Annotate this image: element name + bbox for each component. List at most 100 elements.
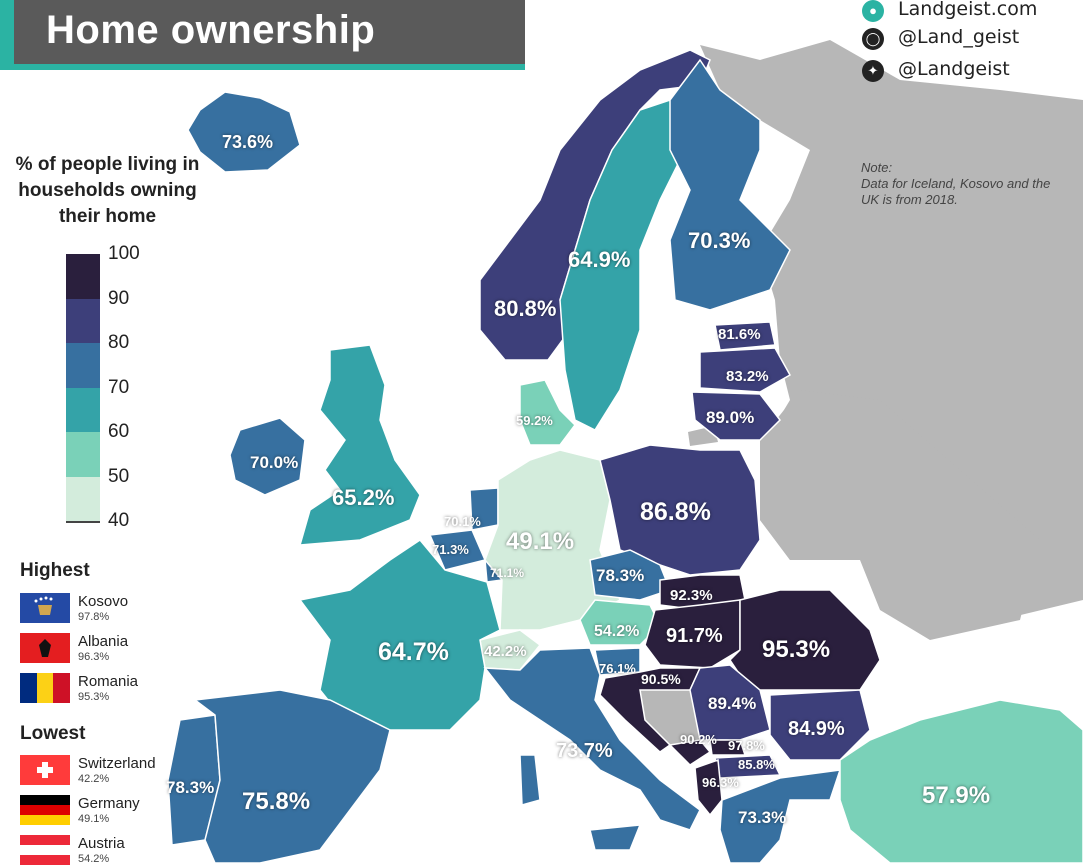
label-romania: 95.3%: [762, 636, 831, 663]
rank-lowest-2-name: Germany: [78, 795, 140, 812]
label-denmark: 59.2%: [516, 413, 553, 428]
rank-highest-1-value: 97.8%: [78, 611, 110, 623]
label-kosovo: 97.8%: [728, 738, 765, 753]
map-region-turkey: [839, 699, 1083, 863]
romania-flag: [20, 673, 70, 703]
label-netherlands: 70.1%: [444, 514, 481, 529]
title-bar: Home ownership: [0, 0, 525, 70]
map-region-ireland: [229, 417, 306, 496]
legend-tick-label: 100: [108, 243, 140, 264]
map-region-kosovo: [709, 739, 747, 756]
label-north-macedonia: 85.8%: [738, 757, 775, 772]
rank-lowest-3-name: Austria: [78, 835, 125, 852]
map-region-denmark: [519, 379, 576, 446]
note-heading: Note:: [861, 160, 893, 175]
label-austria: 54.2%: [594, 623, 640, 640]
legend-swatch: [66, 254, 100, 299]
note: Note: Data for Iceland, Kosovo and the U…: [861, 160, 1061, 208]
label-bulgaria: 84.9%: [788, 718, 845, 740]
website-link[interactable]: Landgeist.com: [898, 0, 1038, 20]
label-iceland: 73.6%: [222, 132, 274, 152]
label-france: 64.7%: [378, 638, 449, 666]
albania-flag: [20, 633, 70, 663]
label-turkey: 57.9%: [922, 782, 991, 809]
title-accent: [0, 0, 14, 64]
rank-highest-2-value: 96.3%: [78, 651, 110, 663]
map-region-uk: [298, 344, 421, 546]
map-region-spain: [193, 689, 391, 863]
map-region-montenegro: [668, 739, 712, 766]
map-region-finland: [669, 58, 791, 311]
globe-icon: ●: [862, 0, 884, 22]
germany-flag: [20, 795, 70, 825]
note-text: Data for Iceland, Kosovo and the UK is f…: [861, 176, 1051, 207]
rank-highest-3-value: 95.3%: [78, 691, 110, 703]
label-serbia: 89.4%: [708, 694, 757, 713]
label-poland: 86.8%: [640, 498, 711, 526]
bosnia-nodata: [640, 690, 700, 745]
rank-lowest-1-value: 42.2%: [78, 773, 110, 785]
legend-tick-label: 90: [108, 287, 130, 309]
legend-tick-label: 40: [108, 510, 130, 531]
map-region-poland: [599, 444, 761, 576]
highest-heading: Highest: [20, 560, 90, 581]
map-region-albania: [694, 758, 723, 817]
legend-tick-label: 60: [108, 421, 130, 442]
label-finland: 70.3%: [688, 228, 751, 253]
label-italy: 73.7%: [556, 740, 613, 762]
label-uk: 65.2%: [332, 485, 395, 510]
lowest-heading: Lowest: [20, 723, 86, 744]
legend-bottom-tick: [66, 521, 100, 523]
map-region-greece: [719, 769, 842, 863]
map-region-latvia: [699, 347, 792, 393]
rank-lowest-3-value: 54.2%: [78, 853, 110, 865]
legend-tick-label: 70: [108, 376, 130, 398]
map-region-sicily: [589, 824, 642, 851]
twitter-icon: ✦: [862, 60, 884, 82]
map-region-iceland: [187, 91, 301, 173]
rank-highest-3-name: Romania: [78, 673, 139, 690]
label-slovakia: 92.3%: [670, 587, 713, 604]
label-sweden: 64.9%: [568, 247, 631, 272]
austria-flag: [20, 835, 70, 865]
map-region-croatia: [599, 667, 702, 753]
map-region-estonia: [714, 321, 776, 351]
label-estonia: 81.6%: [718, 326, 761, 343]
label-greece: 73.3%: [738, 808, 787, 827]
map-region-italy: [483, 647, 701, 831]
label-croatia: 90.5%: [641, 671, 681, 687]
label-norway: 80.8%: [494, 296, 557, 321]
map-region-sweden: [559, 99, 681, 431]
label-lithuania: 89.0%: [706, 408, 755, 427]
map-region-norway: [479, 49, 711, 361]
legend-swatch: [66, 343, 100, 388]
label-montenegro: 90.2%: [680, 732, 717, 747]
legend-title: % of people living in households owning …: [15, 154, 200, 227]
label-ireland: 70.0%: [250, 453, 299, 472]
instagram-icon: ◯: [862, 28, 884, 50]
map-region-serbia: [689, 664, 771, 741]
label-belgium: 71.3%: [432, 542, 469, 557]
rank-lowest-1-name: Switzerland: [78, 755, 156, 772]
belarus-ukraine-nodata: [760, 390, 1040, 640]
rank-highest-1-name: Kosovo: [78, 593, 129, 610]
legend-swatch: [66, 298, 100, 343]
rank-highest-2-name: Albania: [78, 633, 129, 650]
label-portugal: 78.3%: [166, 778, 215, 797]
map-region-france: [298, 539, 501, 731]
instagram-handle[interactable]: @Land_geist: [898, 26, 1020, 48]
map-region-hungary: [644, 599, 741, 669]
label-czechia: 78.3%: [596, 566, 645, 585]
label-albania: 96.3%: [702, 775, 739, 790]
label-latvia: 83.2%: [726, 368, 769, 385]
switzerland-flag: [20, 755, 70, 785]
rank-lowest-2-value: 49.1%: [78, 813, 110, 825]
label-luxembourg: 71.1%: [490, 566, 525, 580]
map-region-lithuania: [691, 391, 781, 441]
legend-swatch: [66, 387, 100, 432]
twitter-handle[interactable]: @Landgeist: [898, 58, 1010, 80]
legend-swatch: [66, 432, 100, 477]
legend-swatch: [66, 476, 100, 521]
kosovo-flag: [20, 593, 70, 623]
